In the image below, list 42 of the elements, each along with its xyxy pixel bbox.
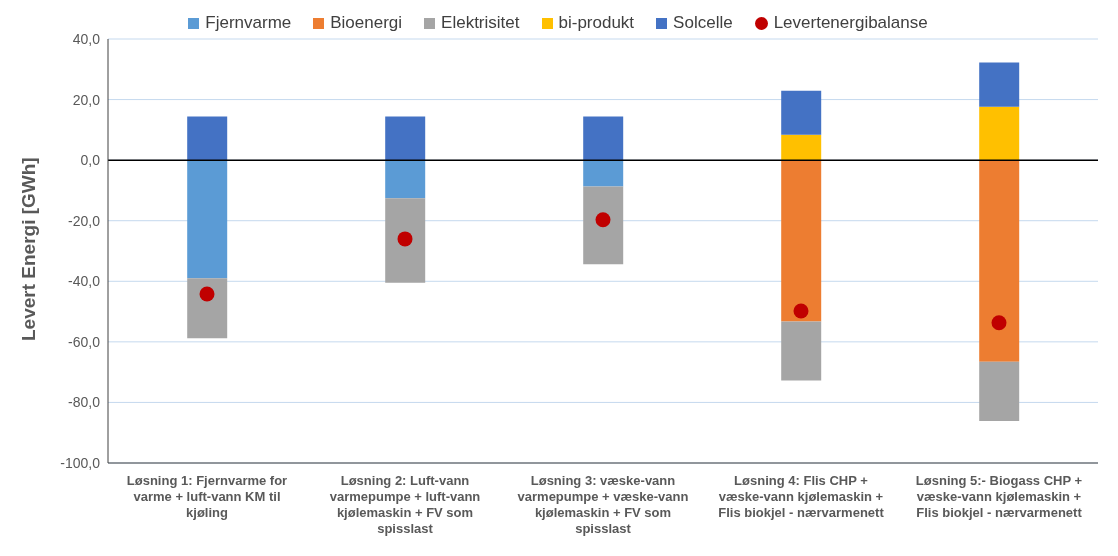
bar [385, 116, 426, 161]
legend-label: bi-produkt [557, 13, 635, 33]
y-tick-label: -60,0 [68, 333, 101, 350]
x-tick-label: Løsning 1: Fjernvarme for varme + luft-vann KM til kjøling [126, 473, 288, 520]
x-tick-label: Løsning 4: Flis CHP + væske-vann kjølemaskin + Flis biokjel - nærvarmenett [718, 473, 885, 520]
legend-label: Elektrisitet [440, 13, 520, 33]
point [397, 231, 413, 247]
bar [781, 321, 822, 381]
y-tick-label: -20,0 [68, 212, 101, 229]
y-tick-label: 20,0 [72, 91, 101, 108]
y-axis-title: Levert Energi [GWh] [17, 157, 39, 341]
bar [187, 278, 228, 339]
point [991, 315, 1007, 331]
x-tick-label: Løsning 3: væske-vann varmepumpe + væske-vann kjølemaskin + FV som spisslast [517, 473, 689, 536]
bar [979, 106, 1020, 161]
bar [385, 160, 426, 199]
bar [583, 186, 624, 265]
bar [781, 160, 822, 322]
bar [583, 160, 624, 187]
bar [781, 134, 822, 161]
point [199, 286, 215, 302]
y-tick-label: 0,0 [80, 152, 101, 169]
legend-label: Fjernvarme [204, 13, 292, 33]
legend-label: Bioenergi [329, 13, 403, 33]
legend-label: Levertenergibalanse [772, 13, 928, 33]
y-tick-label: -80,0 [68, 394, 101, 411]
point [793, 303, 809, 319]
y-tick-label: -100,0 [60, 454, 101, 471]
point [595, 212, 611, 228]
x-tick-label: Løsning 5:- Biogass CHP + væske-vann kjølemaskin + Flis biokjel - nærvarmenett [915, 473, 1083, 520]
bar [979, 62, 1020, 107]
legend-label: Solcelle [672, 13, 733, 33]
bar [187, 160, 228, 279]
y-tick-label: 40,0 [72, 30, 101, 47]
x-tick-label: Løsning 2: Luft-vann varmepumpe + luft-vann kjølemaskin + FV som spisslast [329, 473, 481, 536]
y-tick-label: -40,0 [68, 273, 101, 290]
bar [583, 116, 624, 161]
bar [979, 361, 1020, 421]
bar [781, 90, 822, 135]
bar [979, 160, 1020, 362]
bar [385, 198, 426, 283]
bar [187, 116, 228, 161]
